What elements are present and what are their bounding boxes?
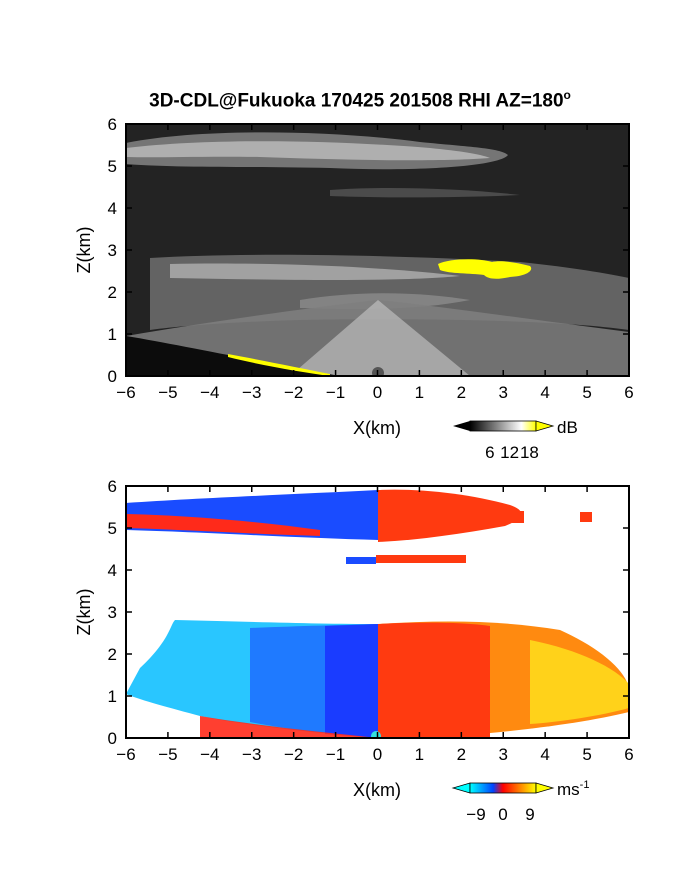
intensity-x-tick-label: 1 bbox=[415, 383, 424, 402]
intensity-y-ticks: 0 1 2 3 4 5 6 bbox=[108, 115, 629, 386]
lower-layer-receding-fast bbox=[530, 640, 629, 724]
velocity-colorbar-tick-label: 9 bbox=[525, 805, 534, 824]
velocity-colorbar-tick-label: −9 bbox=[466, 805, 485, 824]
velocity-y-tick-label: 4 bbox=[108, 561, 117, 580]
lower-layer-receding-near bbox=[378, 622, 490, 738]
velocity-x-tick-label: 4 bbox=[540, 745, 549, 764]
velocity-y-label: Z(km) bbox=[74, 589, 94, 636]
intensity-colorbar-tick-label: 12 bbox=[500, 443, 519, 462]
velocity-x-tick-label: 3 bbox=[499, 745, 508, 764]
faint-layer bbox=[330, 187, 520, 198]
intensity-x-tick-label: 3 bbox=[499, 383, 508, 402]
intensity-colorbar-tick-label: 18 bbox=[520, 443, 539, 462]
intensity-y-tick-label: 1 bbox=[108, 325, 117, 344]
ground-clutter-echo bbox=[228, 354, 330, 376]
intensity-colorbar-high-arrow bbox=[535, 420, 555, 432]
figure-title-degree: o bbox=[563, 88, 571, 102]
velocity-x-ticks: −6 −5 −4 −3 −2 −1 0 1 2 3 4 5 6 bbox=[116, 486, 634, 764]
intensity-x-ticks: −6 −5 −4 −3 −2 −1 0 1 2 3 4 5 6 bbox=[116, 124, 634, 402]
velocity-x-tick-label: 0 bbox=[373, 745, 382, 764]
intensity-y-tick-label: 5 bbox=[108, 157, 117, 176]
intensity-y-label: Z(km) bbox=[74, 227, 94, 274]
velocity-y-tick-label: 5 bbox=[108, 519, 117, 538]
velocity-colorbar-low-arrow bbox=[451, 782, 471, 794]
thin-layer-approaching bbox=[346, 557, 376, 564]
intensity-x-tick-label: 2 bbox=[457, 383, 466, 402]
thin-layer-receding bbox=[376, 555, 466, 563]
velocity-x-tick-label: 2 bbox=[457, 745, 466, 764]
velocity-colorbar-unit-exponent: -1 bbox=[580, 779, 590, 791]
ground-return bbox=[200, 716, 378, 738]
intensity-x-tick-label: −2 bbox=[284, 383, 303, 402]
intensity-colorbar-unit: dB bbox=[557, 418, 578, 437]
intensity-colorbar: 6 12 18 dB bbox=[453, 418, 578, 462]
upper-layer-fragment bbox=[512, 511, 524, 523]
intensity-x-tick-label: 0 bbox=[373, 383, 382, 402]
intensity-colorbar-tick-label: 6 bbox=[485, 443, 494, 462]
velocity-y-tick-label: 0 bbox=[108, 729, 117, 748]
figure-title-text: 3D-CDL@Fukuoka 170425 201508 RHI AZ=180 bbox=[149, 90, 564, 112]
intensity-colorbar-low-arrow bbox=[453, 421, 470, 431]
velocity-colorbar-unit: ms-1 bbox=[557, 779, 589, 799]
intensity-x-label: X(km) bbox=[353, 418, 401, 438]
velocity-y-tick-label: 3 bbox=[108, 603, 117, 622]
intensity-colorbar-ticks: 6 12 18 bbox=[485, 443, 539, 462]
velocity-colorbar-unit-base: ms bbox=[557, 780, 580, 799]
intensity-x-tick-label: 4 bbox=[540, 383, 549, 402]
velocity-site-marker bbox=[371, 731, 381, 738]
velocity-y-tick-label: 6 bbox=[108, 477, 117, 496]
velocity-colorbar-tick-label: 0 bbox=[498, 805, 507, 824]
velocity-colorbar-scale bbox=[469, 782, 537, 794]
intensity-x-tick-label: −3 bbox=[242, 383, 261, 402]
intensity-y-tick-label: 0 bbox=[108, 367, 117, 386]
velocity-x-tick-label: 1 bbox=[415, 745, 424, 764]
intensity-x-tick-label: −5 bbox=[158, 383, 177, 402]
velocity-x-tick-label: 6 bbox=[624, 745, 633, 764]
velocity-x-tick-label: −4 bbox=[200, 745, 219, 764]
velocity-x-tick-label: 5 bbox=[582, 745, 591, 764]
velocity-x-label: X(km) bbox=[353, 780, 401, 800]
ground-shadow bbox=[126, 336, 340, 376]
velocity-x-tick-label: −2 bbox=[284, 745, 303, 764]
velocity-y-ticks: 0 1 2 3 4 5 6 bbox=[108, 477, 629, 748]
velocity-x-tick-label: −5 bbox=[158, 745, 177, 764]
intensity-y-tick-label: 2 bbox=[108, 283, 117, 302]
lower-layer-approaching-near bbox=[325, 624, 378, 738]
intensity-x-tick-label: 5 bbox=[582, 383, 591, 402]
velocity-colorbar-ticks: −9 0 9 bbox=[466, 805, 534, 824]
intensity-x-tick-label: −1 bbox=[326, 383, 345, 402]
mid-layer-band bbox=[170, 263, 460, 280]
velocity-x-tick-label: −3 bbox=[242, 745, 261, 764]
velocity-y-tick-label: 2 bbox=[108, 645, 117, 664]
strong-echo bbox=[438, 259, 532, 279]
intensity-y-tick-label: 6 bbox=[108, 115, 117, 134]
velocity-x-tick-label: −6 bbox=[116, 745, 135, 764]
figure-title: 3D-CDL@Fukuoka 170425 201508 RHI AZ=180o bbox=[0, 88, 680, 112]
intensity-y-tick-label: 3 bbox=[108, 241, 117, 260]
upper-layer-lower-edge bbox=[126, 514, 320, 536]
intensity-x-tick-label: 6 bbox=[624, 383, 633, 402]
velocity-y-tick-label: 1 bbox=[108, 687, 117, 706]
upper-layer-receding bbox=[378, 489, 522, 542]
intensity-image bbox=[126, 124, 629, 376]
intensity-y-tick-label: 4 bbox=[108, 199, 117, 218]
velocity-colorbar-high-arrow bbox=[535, 782, 555, 794]
velocity-x-tick-label: −1 bbox=[326, 745, 345, 764]
near-range-fan bbox=[290, 300, 470, 376]
upper-cloud-core bbox=[126, 141, 490, 161]
intensity-x-tick-label: −4 bbox=[200, 383, 219, 402]
intensity-colorbar-scale bbox=[469, 420, 537, 432]
intensity-x-tick-label: −6 bbox=[116, 383, 135, 402]
velocity-colorbar: −9 0 9 ms-1 bbox=[451, 779, 589, 824]
upper-layer-fragment-far bbox=[580, 512, 592, 522]
velocity-image bbox=[126, 486, 629, 738]
